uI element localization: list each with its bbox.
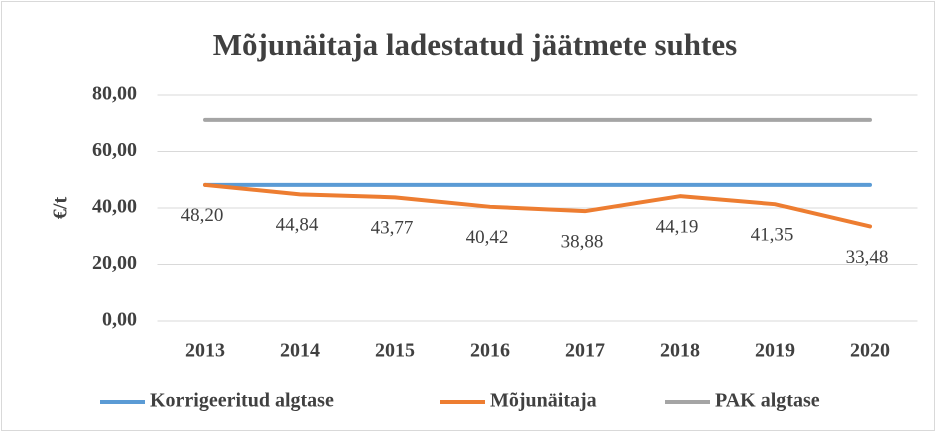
y-tick-label: 20,00: [92, 252, 137, 274]
data-label: 38,88: [561, 232, 604, 253]
data-label: 44,19: [656, 217, 699, 238]
x-tick-label: 2018: [660, 340, 700, 362]
x-tick-label: 2014: [280, 340, 320, 362]
x-tick-label: 2015: [375, 340, 415, 362]
chart-title: Mõjunäitaja ladestatud jäätmete suhtes: [213, 27, 737, 62]
y-tick-label: 0,00: [102, 309, 137, 331]
data-label: 43,77: [371, 218, 414, 239]
data-label: 41,35: [751, 225, 794, 246]
y-tick-label: 60,00: [92, 139, 137, 161]
data-label: 40,42: [466, 227, 509, 248]
data-label: 48,20: [181, 205, 224, 226]
y-tick-label: 40,00: [92, 196, 137, 218]
x-tick-label: 2016: [470, 340, 510, 362]
x-tick-label: 2019: [755, 340, 795, 362]
legend-label: Mõjunäitaja: [490, 390, 597, 412]
y-tick-label: 80,00: [92, 83, 137, 105]
x-tick-label: 2013: [185, 340, 225, 362]
series-line: [203, 182, 872, 229]
data-label: 44,84: [276, 215, 319, 236]
data-label: 33,48: [846, 247, 889, 268]
x-tick-label: 2020: [850, 340, 890, 362]
legend-label: PAK algtase: [715, 390, 820, 412]
x-tick-label: 2017: [565, 340, 605, 362]
legend-label: Korrigeeritud algtase: [150, 390, 334, 412]
y-axis-label: €/t: [50, 197, 72, 220]
